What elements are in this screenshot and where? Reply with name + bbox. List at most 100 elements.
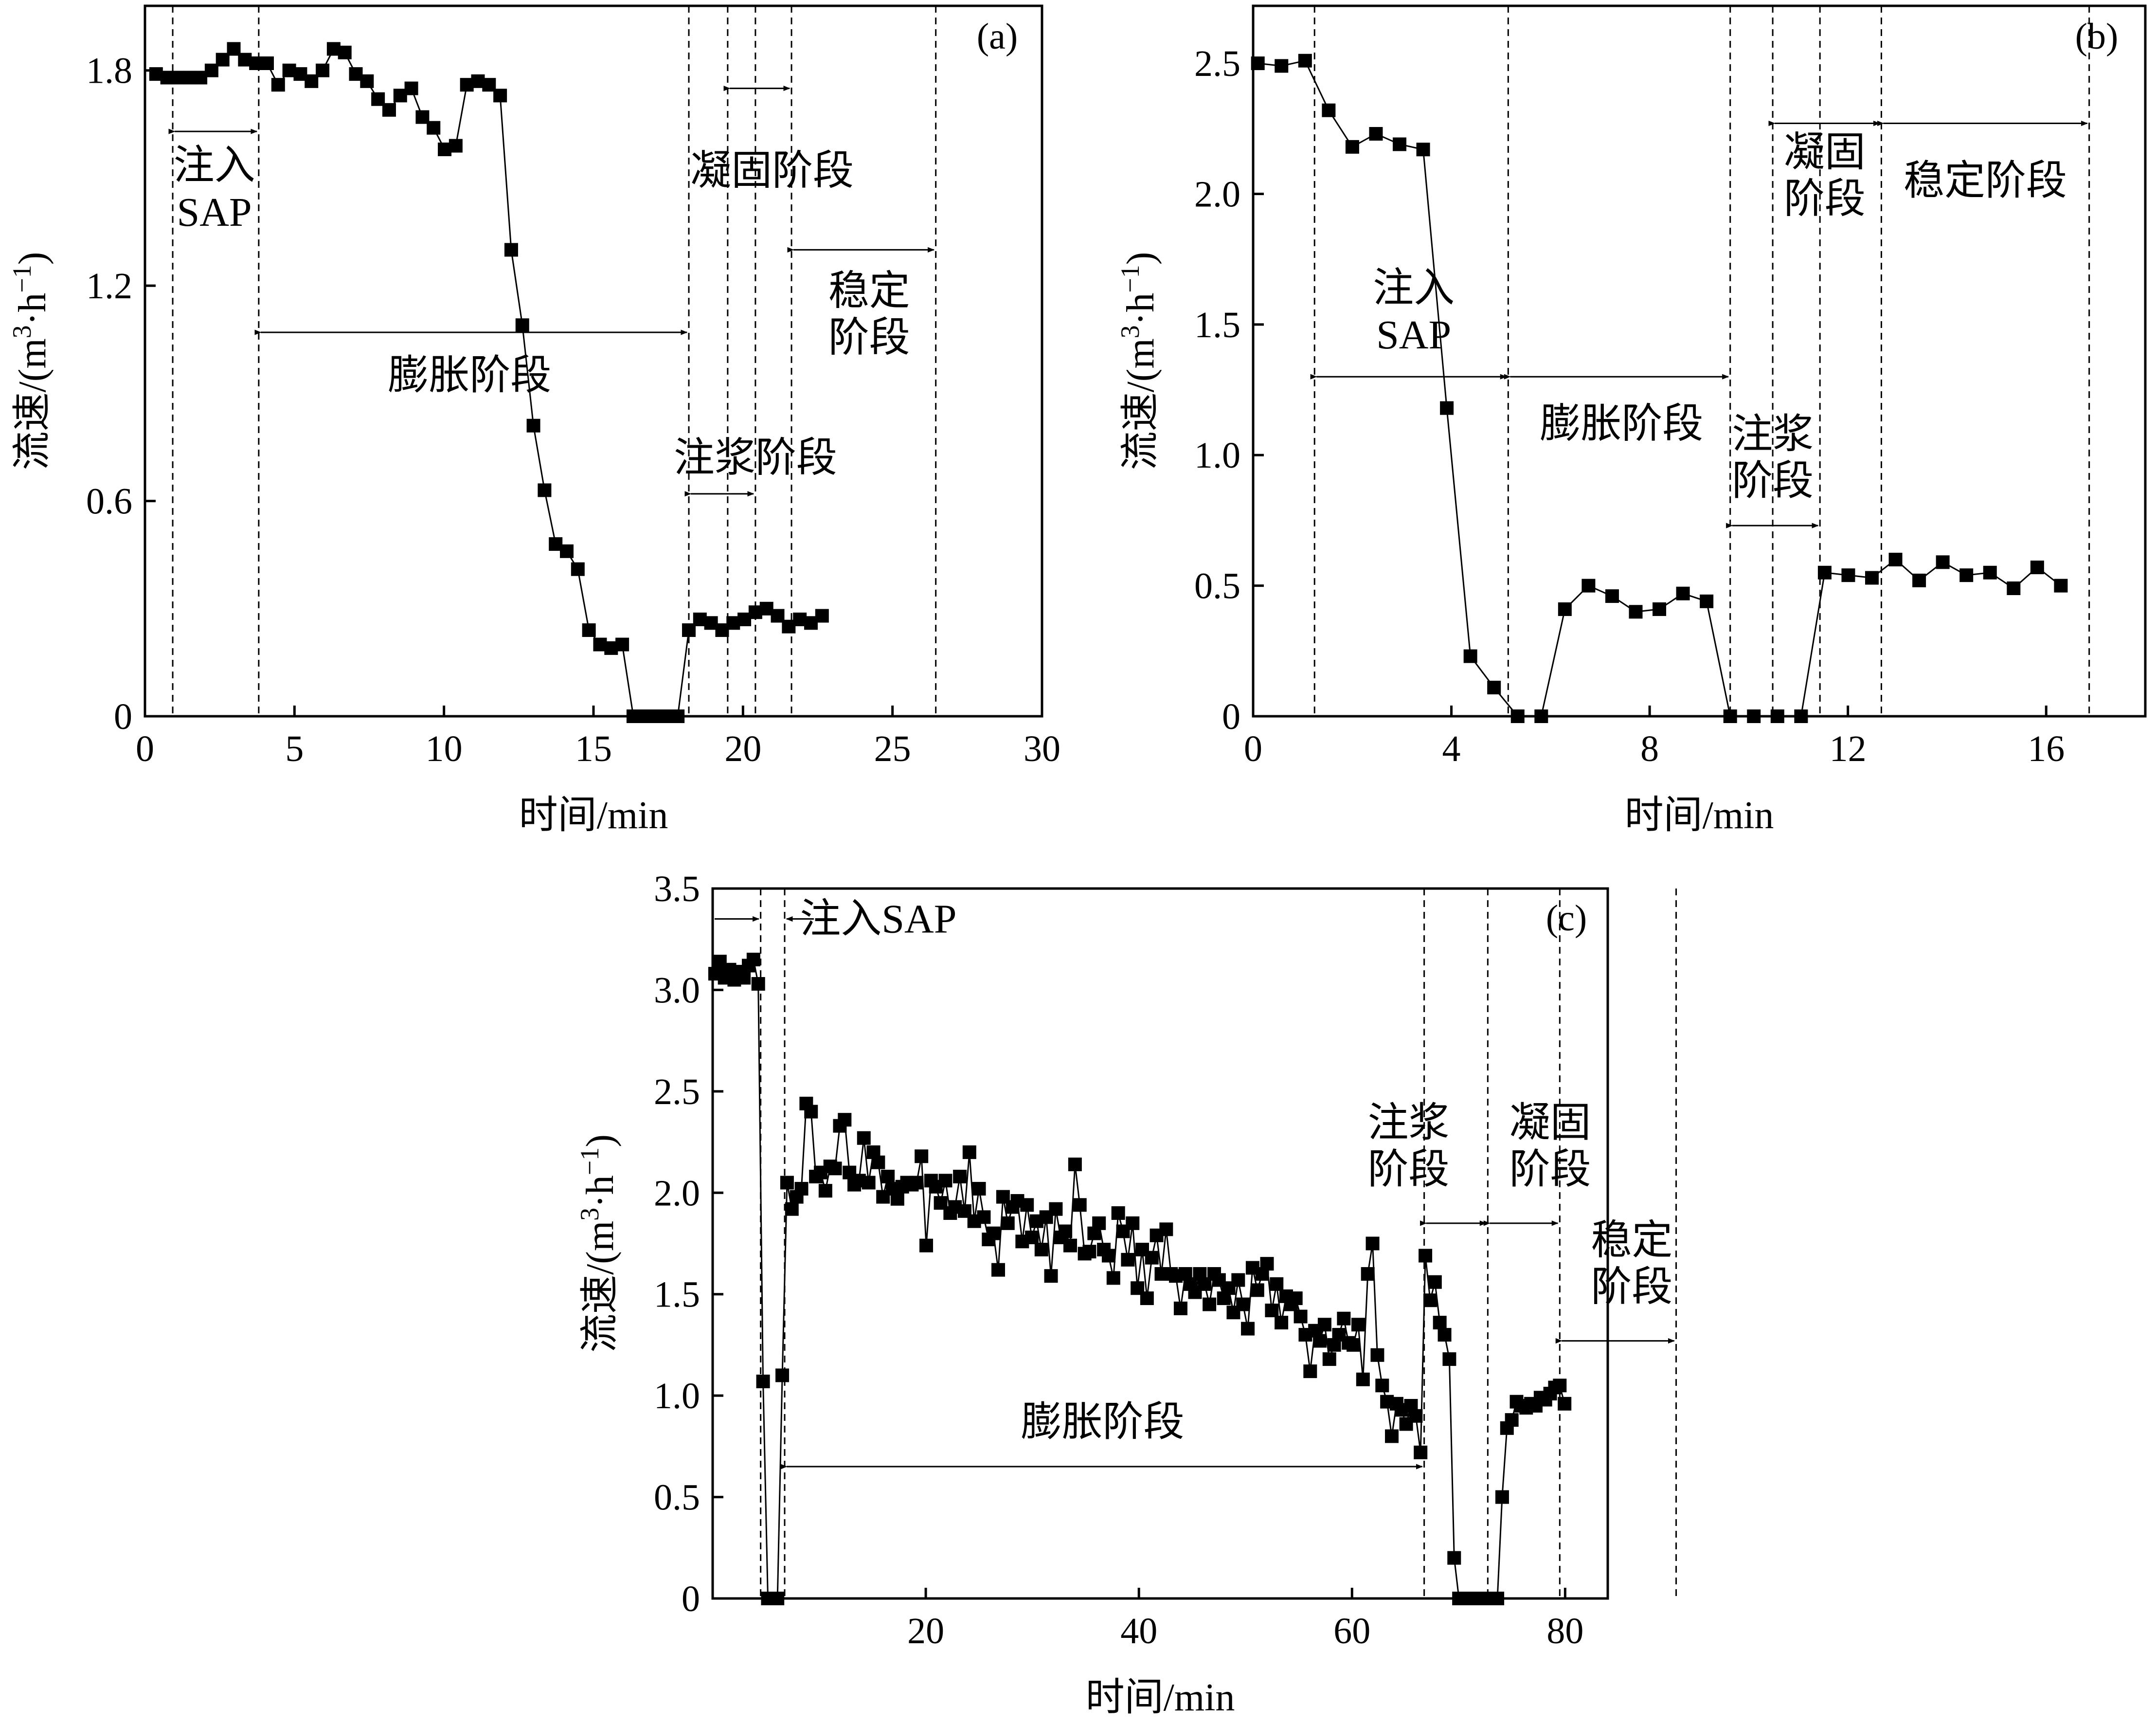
data-point bbox=[1770, 709, 1784, 723]
data-point bbox=[582, 623, 596, 637]
stage-label: 注浆 bbox=[1732, 412, 1814, 457]
chart-panel-a: 0 5 10 15 20 25 30 0 0.6 1.2 1.8 (a) 时间/min 流速/(m3·h−… bbox=[7, 4, 1060, 837]
data-point bbox=[771, 1592, 785, 1605]
data-point bbox=[1289, 1291, 1303, 1306]
data-point bbox=[1676, 586, 1690, 600]
data-point bbox=[1487, 680, 1501, 694]
data-point bbox=[1106, 1271, 1120, 1285]
y-axis-title-part: 流速/(m bbox=[579, 1221, 622, 1353]
panel-tag: (a) bbox=[977, 16, 1018, 57]
stage-label: 膨胀阶段 bbox=[1540, 401, 1703, 447]
y-tick-label: 0.5 bbox=[654, 1477, 700, 1518]
data-point bbox=[1092, 1216, 1106, 1230]
x-tick-label: 30 bbox=[1024, 728, 1060, 769]
data-point bbox=[1629, 605, 1643, 619]
y-tick-label: 0 bbox=[682, 1579, 700, 1619]
data-point bbox=[449, 139, 463, 153]
data-point bbox=[1025, 1230, 1039, 1244]
data-point bbox=[1347, 1338, 1361, 1352]
data-point bbox=[938, 1174, 952, 1188]
data-point bbox=[862, 1176, 876, 1190]
x-tick-label: 20 bbox=[724, 728, 761, 769]
data-point bbox=[1251, 56, 1265, 71]
data-point bbox=[1044, 1269, 1058, 1283]
data-point bbox=[316, 63, 330, 77]
data-point bbox=[1303, 1364, 1317, 1379]
y-tick-label: 0.5 bbox=[1194, 566, 1240, 607]
stage-label: 阶段 bbox=[1509, 1147, 1591, 1192]
x-tick-label: 16 bbox=[2028, 728, 2065, 769]
data-point bbox=[526, 418, 540, 433]
data-point bbox=[338, 45, 352, 59]
data-point bbox=[1260, 1257, 1274, 1271]
y-tick-label: 1.2 bbox=[86, 266, 132, 307]
x-tick-label: 8 bbox=[1640, 728, 1659, 769]
data-point bbox=[1236, 1297, 1250, 1311]
data-point bbox=[1558, 602, 1572, 616]
y-axis-title-part: 流速/(m bbox=[11, 338, 54, 470]
data-point bbox=[1101, 1249, 1115, 1263]
x-tick-label: 80 bbox=[1546, 1611, 1583, 1651]
y-tick-label: 0 bbox=[114, 696, 132, 737]
data-point bbox=[1121, 1252, 1135, 1267]
data-point bbox=[1581, 579, 1596, 593]
data-point bbox=[1653, 602, 1667, 616]
data-point bbox=[1423, 1293, 1437, 1307]
y-axis-title-part: ·h bbox=[1119, 293, 1162, 326]
x-tick-label: 20 bbox=[907, 1611, 944, 1651]
data-point bbox=[890, 1192, 904, 1206]
data-point bbox=[427, 121, 441, 135]
data-point bbox=[1505, 1413, 1519, 1427]
data-point bbox=[1317, 1318, 1331, 1332]
data-point bbox=[1270, 1277, 1284, 1291]
stage-label: 阶段 bbox=[1591, 1265, 1672, 1310]
data-point bbox=[828, 1161, 842, 1176]
data-point bbox=[1747, 709, 1761, 723]
data-point bbox=[871, 1155, 885, 1169]
x-axis-title: 时间/min bbox=[1625, 794, 1774, 837]
data-point bbox=[775, 1368, 790, 1382]
y-axis-title-sup: 3 bbox=[575, 1208, 604, 1221]
data-point bbox=[1375, 1379, 1389, 1393]
data-point bbox=[1059, 1224, 1073, 1238]
y-axis-title-part: ) bbox=[579, 1134, 622, 1147]
data-point bbox=[1356, 1372, 1370, 1386]
data-point bbox=[260, 56, 274, 70]
y-tick-label: 2.5 bbox=[654, 1071, 700, 1112]
data-point bbox=[1437, 1328, 1452, 1342]
x-tick-label: 0 bbox=[1244, 728, 1262, 769]
data-point bbox=[571, 562, 585, 576]
data-point bbox=[504, 243, 518, 257]
data-point bbox=[962, 1145, 976, 1159]
data-point bbox=[2030, 561, 2044, 575]
data-point bbox=[1231, 1273, 1245, 1287]
y-axis-title-sup: 3 bbox=[1115, 325, 1145, 338]
chart-panel-b: 0 4 8 12 16 0 0.5 1.0 1.5 2.0 2.5 (b) 时间/min 流速/(m3·h… bbox=[1115, 4, 2147, 837]
data-point bbox=[737, 971, 751, 985]
y-tick-label: 2.0 bbox=[1194, 174, 1240, 215]
data-point bbox=[1959, 568, 1974, 582]
data-point bbox=[751, 977, 765, 991]
x-axis-title: 时间/min bbox=[1086, 1676, 1235, 1719]
y-tick-label: 1.0 bbox=[654, 1376, 700, 1416]
data-point bbox=[560, 544, 574, 558]
stage-label: 膨胀阶段 bbox=[388, 353, 551, 398]
stage-label: 注入 bbox=[174, 143, 255, 188]
x-tick-label: 12 bbox=[1830, 728, 1867, 769]
data-point bbox=[838, 1113, 852, 1127]
data-point bbox=[857, 1131, 871, 1145]
data-point bbox=[1912, 573, 1926, 587]
stage-label: 凝固 bbox=[1784, 130, 1866, 175]
data-point bbox=[1111, 1206, 1125, 1220]
data-point bbox=[972, 1181, 986, 1196]
data-point bbox=[1369, 127, 1383, 141]
data-point bbox=[785, 1202, 799, 1216]
data-point bbox=[1337, 1311, 1351, 1325]
data-point bbox=[1442, 1352, 1456, 1366]
y-axis-title-sup: 3 bbox=[7, 325, 36, 338]
data-point bbox=[1605, 589, 1619, 603]
data-point bbox=[1700, 594, 1714, 608]
x-tick-label: 10 bbox=[426, 728, 463, 769]
data-point bbox=[1510, 709, 1525, 723]
stage-label: 阶段 bbox=[1732, 459, 1814, 504]
